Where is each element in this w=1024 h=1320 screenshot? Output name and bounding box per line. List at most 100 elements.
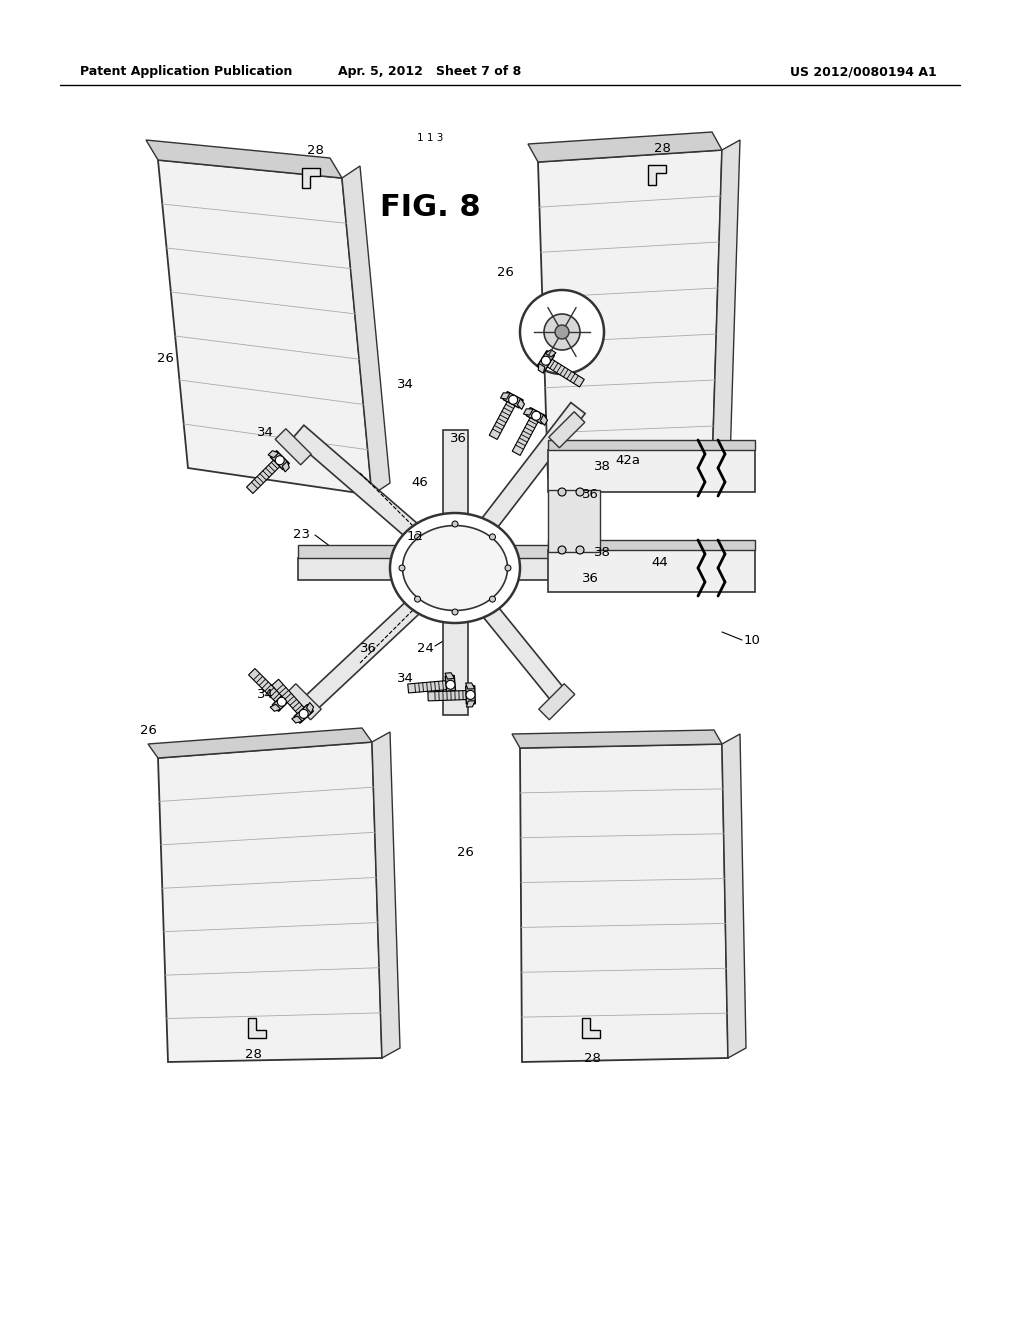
Text: 34: 34 <box>396 379 414 392</box>
Polygon shape <box>548 450 755 492</box>
Polygon shape <box>548 540 755 550</box>
Text: 44: 44 <box>651 556 669 569</box>
Polygon shape <box>158 160 372 495</box>
Circle shape <box>558 488 566 496</box>
Polygon shape <box>648 165 666 185</box>
Polygon shape <box>286 684 322 719</box>
Polygon shape <box>283 461 290 471</box>
Polygon shape <box>372 733 400 1059</box>
Text: 24: 24 <box>417 642 433 655</box>
Text: 46: 46 <box>412 475 428 488</box>
Polygon shape <box>539 363 545 374</box>
Text: 38: 38 <box>594 461 610 474</box>
Polygon shape <box>292 425 461 574</box>
Polygon shape <box>501 393 510 399</box>
Circle shape <box>466 690 475 700</box>
Polygon shape <box>447 690 456 697</box>
Circle shape <box>446 680 455 689</box>
Polygon shape <box>306 702 313 713</box>
Polygon shape <box>523 409 532 416</box>
Polygon shape <box>512 417 538 455</box>
Text: 26: 26 <box>157 351 173 364</box>
Ellipse shape <box>402 525 508 610</box>
Polygon shape <box>158 742 382 1063</box>
Polygon shape <box>272 692 291 711</box>
Polygon shape <box>539 684 574 719</box>
Polygon shape <box>443 430 468 715</box>
Polygon shape <box>408 681 446 693</box>
Text: Patent Application Publication: Patent Application Publication <box>80 66 293 78</box>
Circle shape <box>544 314 580 350</box>
Circle shape <box>575 546 584 554</box>
Polygon shape <box>547 359 585 387</box>
Polygon shape <box>447 403 585 573</box>
Circle shape <box>275 455 285 465</box>
Polygon shape <box>272 680 304 714</box>
Polygon shape <box>489 401 515 440</box>
Text: 34: 34 <box>257 425 273 438</box>
Polygon shape <box>545 350 556 356</box>
Text: 36: 36 <box>582 488 598 502</box>
Polygon shape <box>582 1018 600 1038</box>
Polygon shape <box>275 429 311 465</box>
Circle shape <box>531 412 541 420</box>
Polygon shape <box>512 730 722 748</box>
Text: 12: 12 <box>407 529 424 543</box>
Text: 34: 34 <box>396 672 414 685</box>
Polygon shape <box>528 132 722 162</box>
Text: 28: 28 <box>306 144 324 157</box>
Circle shape <box>520 290 604 374</box>
Text: 28: 28 <box>245 1048 261 1061</box>
Polygon shape <box>503 392 523 408</box>
Text: 36: 36 <box>450 432 467 445</box>
Text: 36: 36 <box>359 642 377 655</box>
Circle shape <box>489 533 496 540</box>
Polygon shape <box>270 705 281 711</box>
Polygon shape <box>517 399 524 409</box>
Polygon shape <box>268 450 279 458</box>
Polygon shape <box>298 558 700 579</box>
Circle shape <box>399 565 406 572</box>
Polygon shape <box>722 734 746 1059</box>
Circle shape <box>489 597 496 602</box>
Polygon shape <box>548 440 755 450</box>
Polygon shape <box>526 408 546 424</box>
Circle shape <box>505 565 511 572</box>
Polygon shape <box>146 140 342 178</box>
Circle shape <box>558 546 566 554</box>
Polygon shape <box>247 461 280 494</box>
Polygon shape <box>466 682 475 689</box>
Text: Apr. 5, 2012   Sheet 7 of 8: Apr. 5, 2012 Sheet 7 of 8 <box>338 66 521 78</box>
Polygon shape <box>548 550 755 591</box>
Text: 28: 28 <box>653 141 671 154</box>
Text: 38: 38 <box>594 546 610 560</box>
Circle shape <box>452 609 458 615</box>
Polygon shape <box>148 729 372 758</box>
Polygon shape <box>445 673 455 678</box>
Circle shape <box>415 597 421 602</box>
Circle shape <box>575 488 584 496</box>
Circle shape <box>542 356 550 366</box>
Text: US 2012/0080194 A1: US 2012/0080194 A1 <box>790 66 937 78</box>
Polygon shape <box>270 450 290 470</box>
Text: 10: 10 <box>743 634 761 647</box>
Polygon shape <box>342 166 390 495</box>
Polygon shape <box>298 545 700 558</box>
Polygon shape <box>248 1018 266 1038</box>
Circle shape <box>555 325 569 339</box>
Polygon shape <box>466 686 475 704</box>
Text: FIG. 8: FIG. 8 <box>380 194 480 223</box>
Polygon shape <box>466 701 475 708</box>
Polygon shape <box>520 744 728 1063</box>
Polygon shape <box>249 668 282 702</box>
Circle shape <box>299 709 308 718</box>
Polygon shape <box>548 490 600 552</box>
Polygon shape <box>294 705 313 723</box>
Circle shape <box>278 697 287 706</box>
Text: 26: 26 <box>457 846 473 858</box>
Text: 1 1 3: 1 1 3 <box>417 133 443 143</box>
Polygon shape <box>302 168 319 187</box>
Polygon shape <box>538 150 722 478</box>
Text: 23: 23 <box>294 528 310 541</box>
Circle shape <box>415 533 421 540</box>
